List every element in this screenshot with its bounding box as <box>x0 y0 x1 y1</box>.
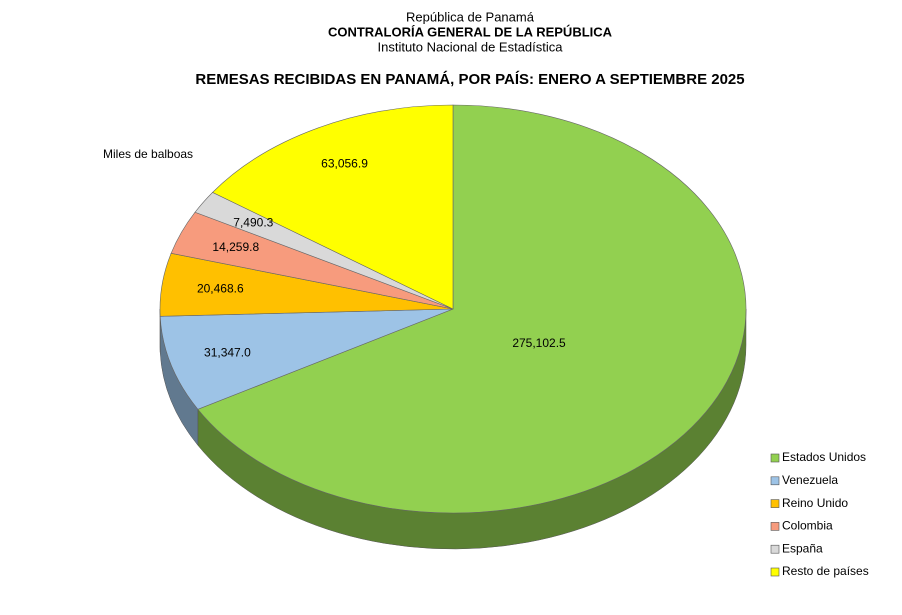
legend-label: Reino Unido <box>782 496 848 510</box>
slice <box>212 104 454 310</box>
slice <box>159 308 454 410</box>
header-line: Instituto Nacional de Estadística <box>378 39 564 54</box>
legend: Estados Unidos Venezuela Reino Unido Colomb… <box>770 450 869 578</box>
unit-label: Miles de balboas <box>103 147 193 161</box>
legend-label: España <box>782 541 823 555</box>
legend-label: Estados Unidos <box>782 450 866 464</box>
data-label: 20,468.6 <box>197 282 244 296</box>
legend-swatch <box>770 544 780 554</box>
data-label: 7,490.3 <box>233 216 273 230</box>
legend-swatch <box>770 476 780 486</box>
legend-swatch <box>770 567 780 577</box>
slice <box>197 104 747 514</box>
legend-label: Venezuela <box>782 473 838 487</box>
legend-swatch <box>770 499 780 508</box>
legend-label: Colombia <box>782 519 833 533</box>
chart-title: REMESAS RECIBIDAS EN PANAMÁ, POR PAÍS: E… <box>195 71 744 88</box>
header-line: República de Panamá <box>406 9 535 24</box>
header-line: CONTRALORÍA GENERAL DE LA REPÚBLICA <box>328 24 613 39</box>
data-label: 275,102.5 <box>512 336 566 350</box>
data-label: 63,056.9 <box>321 157 368 171</box>
legend-swatch <box>770 522 780 531</box>
pie: 275,102.5 31,347.0 20,468.6 14,259.8 7,490.3… <box>159 104 747 550</box>
legend-label: Resto de países <box>782 564 869 578</box>
data-label: 31,347.0 <box>204 345 251 359</box>
legend-swatch <box>770 453 780 463</box>
data-label: 14,259.8 <box>212 240 259 254</box>
